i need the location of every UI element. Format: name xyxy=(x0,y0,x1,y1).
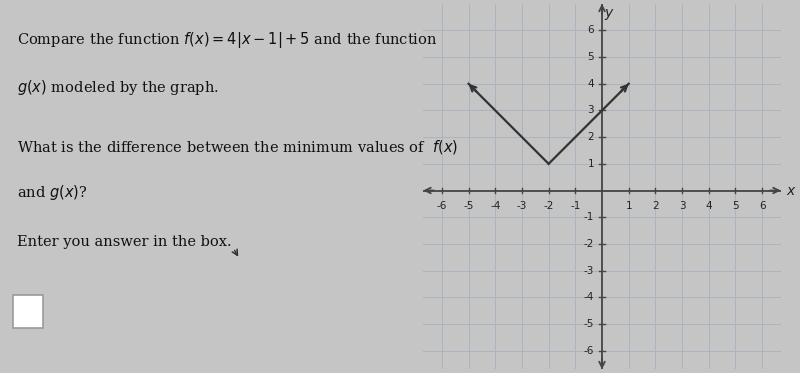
Text: -4: -4 xyxy=(490,201,501,211)
Text: -4: -4 xyxy=(584,292,594,302)
Text: y: y xyxy=(605,6,613,21)
Text: 2: 2 xyxy=(652,201,658,211)
Text: 4: 4 xyxy=(587,79,594,89)
Text: Compare the function $f(x) = 4|x - 1| + 5$ and the function: Compare the function $f(x) = 4|x - 1| + … xyxy=(17,30,438,50)
Text: -3: -3 xyxy=(584,266,594,276)
Text: Enter you answer in the box.: Enter you answer in the box. xyxy=(17,235,232,249)
Text: 3: 3 xyxy=(587,106,594,116)
Text: -1: -1 xyxy=(570,201,581,211)
Text: 1: 1 xyxy=(626,201,632,211)
Text: What is the difference between the minimum values of  $f(x)$: What is the difference between the minim… xyxy=(17,138,458,156)
Text: -1: -1 xyxy=(584,212,594,222)
Text: 1: 1 xyxy=(587,159,594,169)
Text: $g(x)$ modeled by the graph.: $g(x)$ modeled by the graph. xyxy=(17,78,219,97)
Text: -2: -2 xyxy=(543,201,554,211)
Text: -6: -6 xyxy=(584,346,594,355)
Text: -5: -5 xyxy=(584,319,594,329)
Text: -6: -6 xyxy=(437,201,447,211)
Text: x: x xyxy=(786,184,794,197)
Text: 5: 5 xyxy=(732,201,738,211)
Text: 2: 2 xyxy=(587,132,594,142)
Text: -5: -5 xyxy=(463,201,474,211)
FancyBboxPatch shape xyxy=(13,295,43,328)
Text: 3: 3 xyxy=(678,201,686,211)
Text: and $g(x)$?: and $g(x)$? xyxy=(17,183,88,202)
Text: -3: -3 xyxy=(517,201,527,211)
Text: 6: 6 xyxy=(758,201,766,211)
Text: 6: 6 xyxy=(587,25,594,35)
Text: 4: 4 xyxy=(706,201,712,211)
Text: 5: 5 xyxy=(587,52,594,62)
Text: -2: -2 xyxy=(584,239,594,249)
